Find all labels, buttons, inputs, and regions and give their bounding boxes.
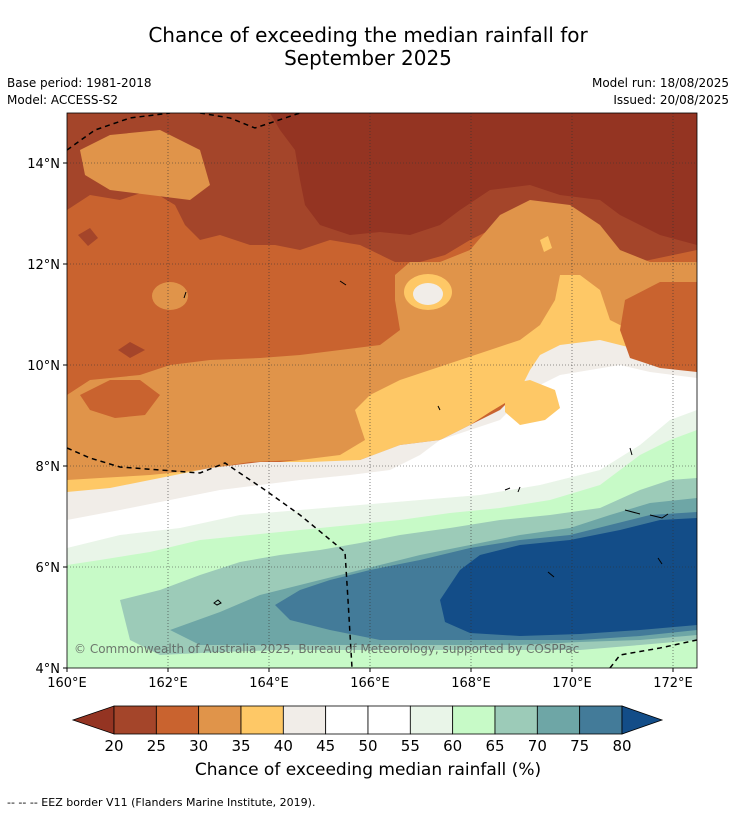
colorbar-tick-label: 25 <box>147 737 166 755</box>
colorbar: 20 25 30 35 40 45 50 55 60 65 70 75 80 <box>71 705 664 755</box>
lat-label: 6°N <box>36 561 61 576</box>
colorbar-tick-label: 80 <box>612 737 631 755</box>
colorbar-tick-label: 65 <box>485 737 504 755</box>
lon-label: 170°E <box>552 676 592 691</box>
grid-lines <box>67 113 697 668</box>
colorbar-tick-label: 45 <box>316 737 335 755</box>
colorbar-tick-label: 70 <box>528 737 547 755</box>
colorbar-tick-label: 55 <box>401 737 420 755</box>
band-35-spot <box>152 282 188 310</box>
base-period: Base period: 1981-2018 <box>7 76 152 90</box>
colorbar-cell <box>240 705 284 735</box>
colorbar-tick-label: 75 <box>570 737 589 755</box>
colorbar-cell <box>155 705 200 735</box>
band-45-ring <box>413 283 443 305</box>
colorbar-cell <box>282 705 327 735</box>
lon-label: 166°E <box>350 676 390 691</box>
lat-label: 8°N <box>36 460 61 475</box>
band-30-spot-a <box>80 380 160 418</box>
title-line-1: Chance of exceeding the median rainfall … <box>148 23 588 47</box>
colorbar-cell <box>113 705 157 735</box>
band-40-spot-b <box>540 236 552 252</box>
colorbar-tick-label: 35 <box>231 737 250 755</box>
lon-label: 162°E <box>148 676 188 691</box>
band-80-blue <box>440 518 697 636</box>
colorbar-cell <box>494 705 538 735</box>
lat-label: 10°N <box>27 359 60 374</box>
axis-ticks <box>63 162 674 672</box>
lon-label: 164°E <box>249 676 289 691</box>
colorbar-tick-label: 60 <box>443 737 462 755</box>
latitude-labels: 14°N 12°N 10°N 8°N 6°N 4°N <box>27 157 60 677</box>
band-20-top <box>270 113 697 245</box>
colorbar-tick-label: 50 <box>358 737 377 755</box>
colorbar-under-arrow <box>71 705 115 735</box>
band-30-spot-b <box>620 282 697 372</box>
issued-date: Issued: 20/08/2025 <box>613 93 729 107</box>
model-run: Model run: 18/08/2025 <box>591 76 729 90</box>
title-line-2: September 2025 <box>284 46 452 70</box>
band-40-mid <box>67 275 697 493</box>
band-35-mid <box>67 200 697 485</box>
eez-borders <box>67 113 697 668</box>
model-name: Model: ACCESS-S2 <box>7 93 119 107</box>
lat-label: 14°N <box>27 157 60 172</box>
map-frame <box>66 112 698 669</box>
longitude-labels: 160°E 162°E 164°E 166°E 168°E 170°E 172°… <box>47 676 693 691</box>
colorbar-cell <box>325 705 369 735</box>
lon-label: 172°E <box>653 676 693 691</box>
colorbar-over-arrow <box>621 705 664 735</box>
band-25-spot-w <box>78 228 98 246</box>
colorbar-cell <box>579 705 623 735</box>
lon-label: 160°E <box>47 676 87 691</box>
colorbar-tick-label: 20 <box>104 737 123 755</box>
band-25-spot <box>118 342 145 358</box>
band-40-spot <box>505 380 560 425</box>
colorbar-tick-label: 40 <box>274 737 293 755</box>
colorbar-cell <box>452 705 496 735</box>
colorbar-cell <box>367 705 411 735</box>
copyright-watermark: © Commonwealth of Australia 2025, Bureau… <box>74 642 579 656</box>
colorbar-tick-label: 30 <box>189 737 208 755</box>
lat-label: 4°N <box>36 662 61 677</box>
map-field <box>67 113 697 668</box>
band-35-nw <box>80 130 210 200</box>
colorbar-cell <box>409 705 454 735</box>
colorbar-cell <box>536 705 581 735</box>
lon-label: 168°E <box>451 676 491 691</box>
colorbar-label: Chance of exceeding median rainfall (%) <box>194 760 542 780</box>
island-marks <box>183 280 669 606</box>
lat-label: 12°N <box>27 258 60 273</box>
footnote: -- -- -- EEZ border V11 (Flanders Marine… <box>7 796 316 809</box>
colorbar-cell <box>198 705 242 735</box>
